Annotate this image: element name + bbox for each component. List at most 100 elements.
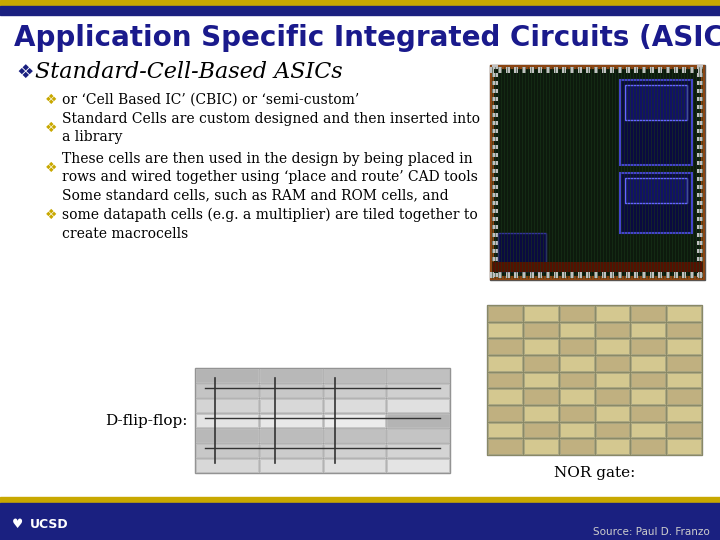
Text: or ‘Cell Based IC’ (CBIC) or ‘semi-custom’: or ‘Cell Based IC’ (CBIC) or ‘semi-custo… xyxy=(62,93,359,107)
Bar xyxy=(260,414,322,427)
Bar xyxy=(492,153,498,157)
Bar xyxy=(610,272,614,278)
Bar xyxy=(697,177,703,181)
Bar xyxy=(578,67,582,73)
Bar xyxy=(594,67,598,73)
Text: ♥: ♥ xyxy=(12,517,23,530)
Bar xyxy=(697,73,703,77)
Bar xyxy=(602,67,606,73)
Bar xyxy=(196,429,258,442)
Bar xyxy=(697,201,703,205)
Bar xyxy=(631,323,665,338)
Bar xyxy=(492,137,498,141)
Bar xyxy=(595,423,629,437)
Bar xyxy=(554,272,558,278)
Text: ❖: ❖ xyxy=(45,93,58,107)
Bar xyxy=(674,272,678,278)
Bar xyxy=(260,399,322,412)
Bar xyxy=(492,89,498,93)
Bar xyxy=(697,265,703,269)
Bar xyxy=(642,272,646,278)
Bar xyxy=(602,272,606,278)
Bar xyxy=(697,193,703,197)
Bar xyxy=(546,272,550,278)
Bar xyxy=(697,225,703,229)
Bar xyxy=(546,67,550,73)
Bar xyxy=(697,129,703,133)
Bar xyxy=(506,272,510,278)
Bar xyxy=(492,273,498,277)
Bar xyxy=(0,497,720,503)
Bar xyxy=(514,272,518,278)
Text: Application Specific Integrated Circuits (ASICs): Application Specific Integrated Circuits… xyxy=(14,24,720,52)
Bar xyxy=(667,373,701,387)
Bar xyxy=(559,339,593,354)
Bar xyxy=(492,145,498,149)
Bar xyxy=(667,339,701,354)
Bar xyxy=(492,193,498,197)
Bar xyxy=(492,265,498,269)
Bar xyxy=(260,459,322,472)
Bar xyxy=(538,67,542,73)
Text: UCSD: UCSD xyxy=(30,517,68,530)
Bar xyxy=(524,339,558,354)
Bar xyxy=(650,272,654,278)
Bar xyxy=(492,121,498,125)
Bar xyxy=(514,67,518,73)
Bar xyxy=(492,257,498,261)
Bar xyxy=(488,389,522,404)
Bar xyxy=(488,339,522,354)
Bar xyxy=(697,145,703,149)
Bar xyxy=(506,67,510,73)
Bar xyxy=(387,369,449,382)
Bar xyxy=(488,356,522,370)
Bar xyxy=(595,356,629,370)
Bar xyxy=(634,67,638,73)
Bar xyxy=(487,305,702,455)
Bar xyxy=(667,423,701,437)
Text: ❖: ❖ xyxy=(45,121,58,135)
Bar xyxy=(634,272,638,278)
Bar xyxy=(697,241,703,245)
Bar xyxy=(595,339,629,354)
Bar xyxy=(697,273,703,277)
Bar xyxy=(562,272,566,278)
Bar xyxy=(559,373,593,387)
Text: ❖: ❖ xyxy=(16,63,34,82)
Bar xyxy=(650,67,654,73)
Bar xyxy=(492,185,498,189)
Bar xyxy=(631,440,665,454)
Bar xyxy=(492,262,703,272)
Bar xyxy=(697,169,703,173)
Bar xyxy=(559,406,593,421)
Bar xyxy=(524,406,558,421)
Bar xyxy=(196,399,258,412)
Bar xyxy=(323,384,385,397)
Bar xyxy=(323,429,385,442)
Bar xyxy=(524,356,558,370)
Bar xyxy=(0,503,720,540)
Bar xyxy=(570,67,574,73)
Bar xyxy=(530,272,534,278)
Bar xyxy=(490,67,494,73)
Bar xyxy=(697,65,703,69)
Bar xyxy=(492,225,498,229)
Bar xyxy=(488,323,522,338)
Bar xyxy=(492,65,498,69)
Bar xyxy=(492,161,498,165)
Bar xyxy=(323,369,385,382)
Bar xyxy=(697,97,703,101)
Bar xyxy=(492,169,498,173)
Bar xyxy=(196,414,258,427)
Bar xyxy=(323,414,385,427)
Bar xyxy=(492,73,498,77)
Bar xyxy=(196,444,258,457)
Bar xyxy=(667,389,701,404)
Bar xyxy=(323,444,385,457)
Bar xyxy=(524,306,558,321)
Bar xyxy=(524,440,558,454)
Bar xyxy=(697,209,703,213)
Bar xyxy=(538,272,542,278)
Bar xyxy=(387,444,449,457)
Bar xyxy=(595,373,629,387)
